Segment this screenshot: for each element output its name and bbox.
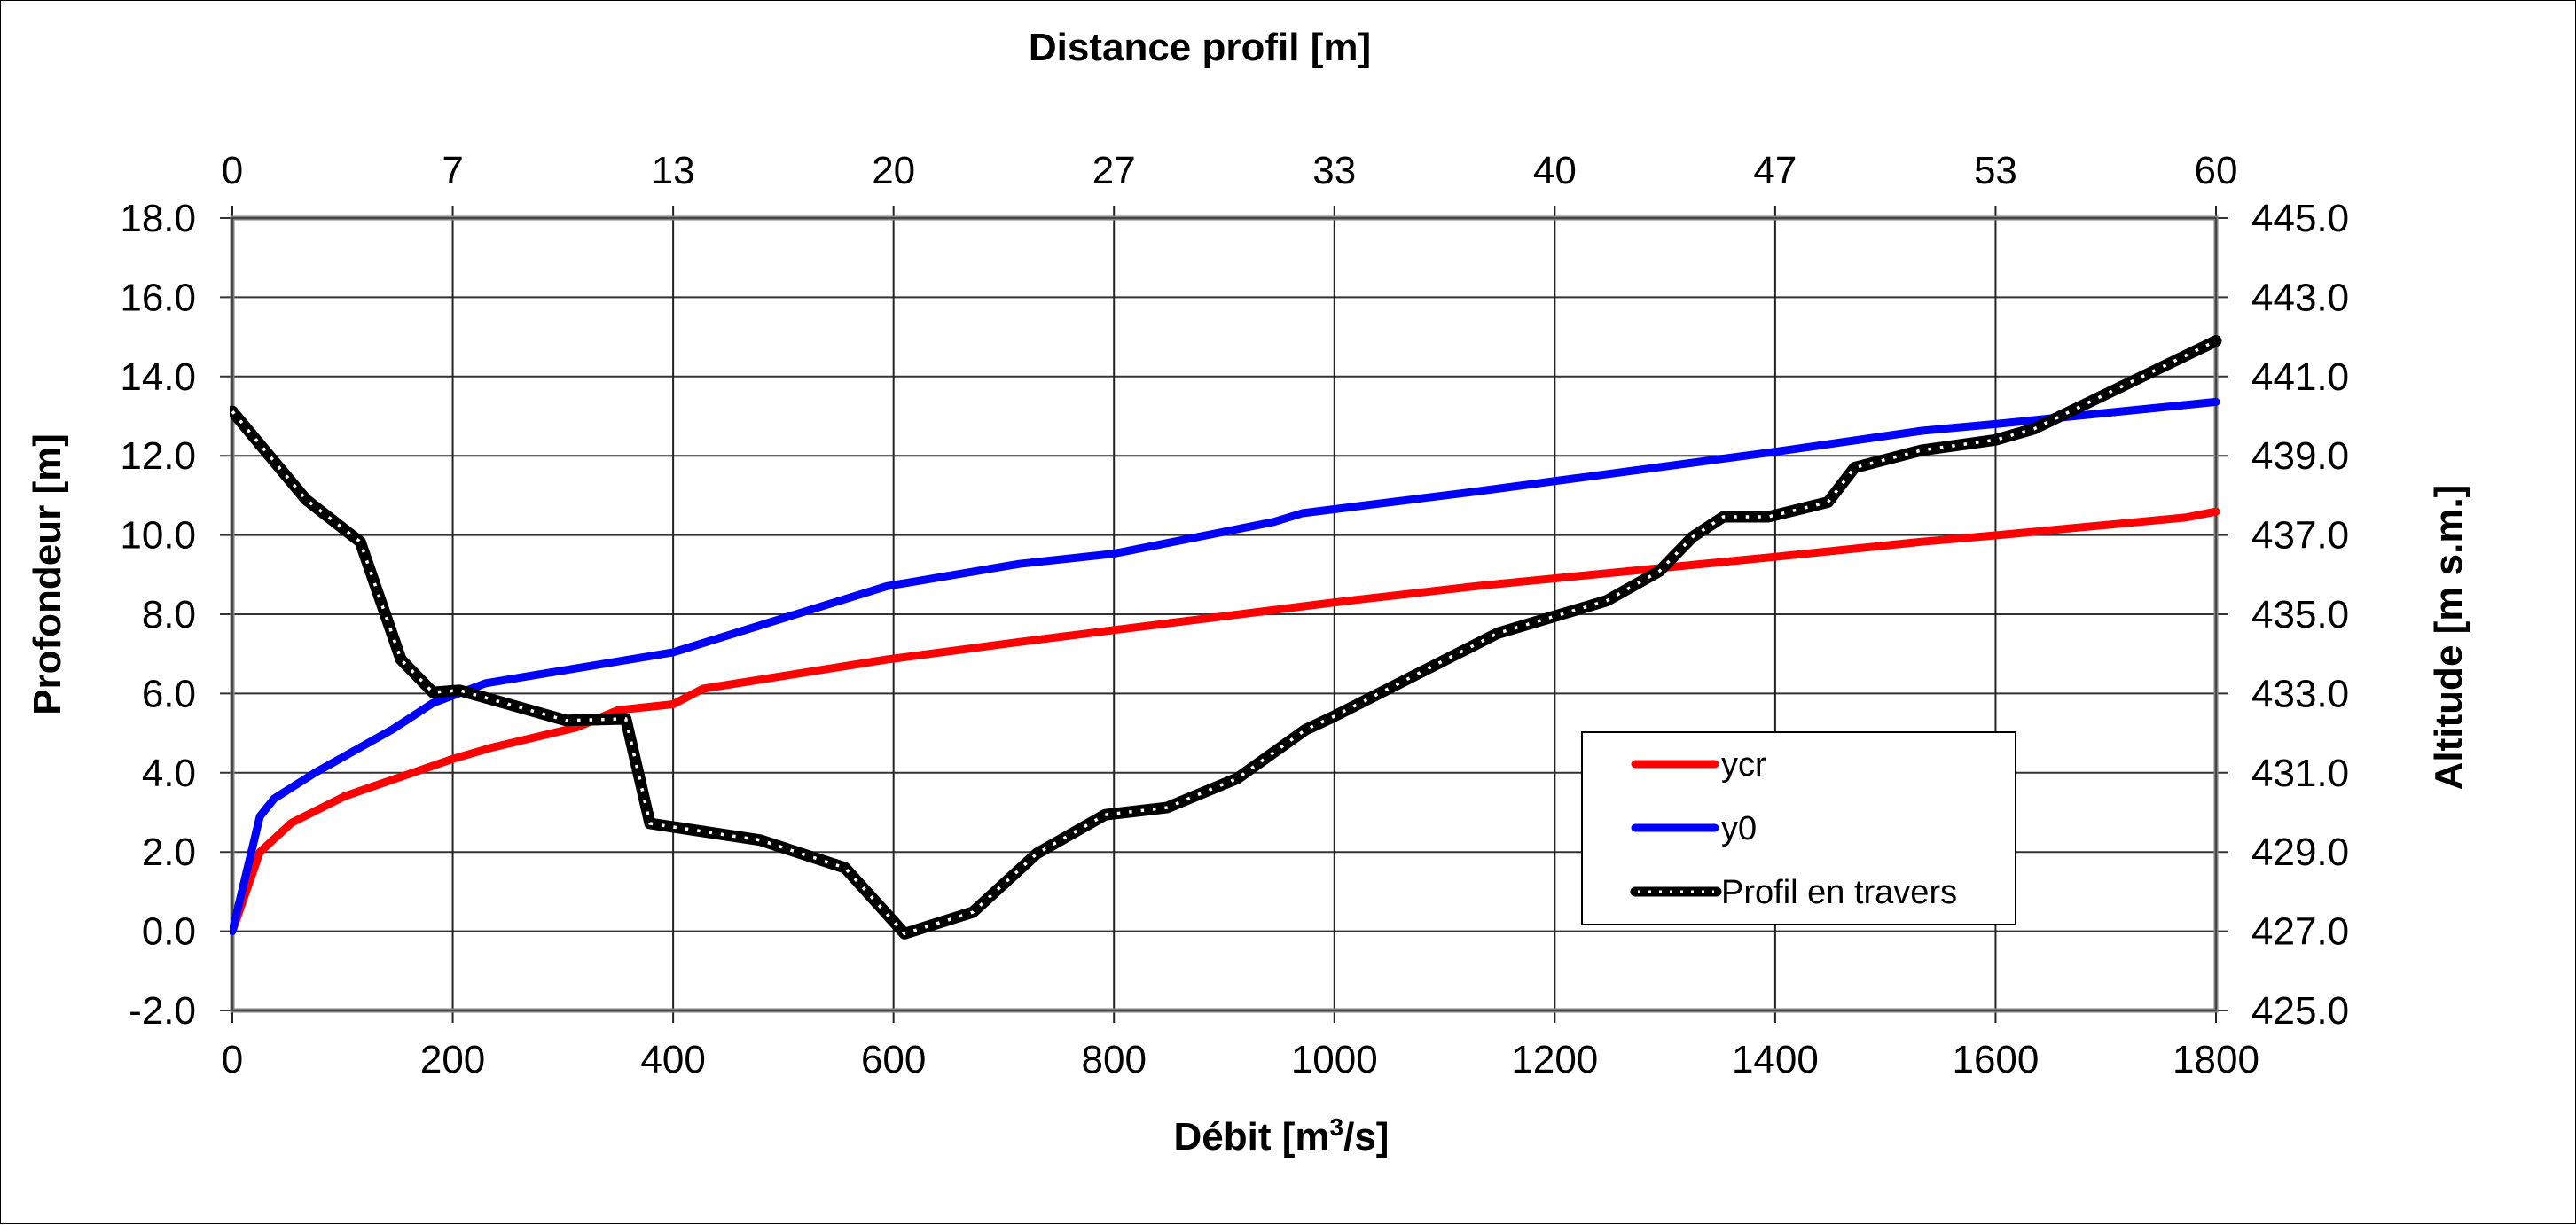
x-tick-label: 1400: [1732, 1038, 1819, 1081]
x-tick-label: 800: [1082, 1038, 1147, 1081]
y-tick-label: 8.0: [142, 593, 196, 636]
y2-tick-label: 445.0: [2251, 197, 2349, 240]
legend-label-profil: Profil en travers: [1721, 874, 1957, 911]
y2-tick-label: 433.0: [2251, 672, 2349, 715]
y-tick-label: 18.0: [120, 197, 196, 240]
y-tick-label: 6.0: [142, 672, 196, 715]
x2-tick-label: 40: [1533, 149, 1577, 192]
x-tick-label: 0: [222, 1038, 243, 1081]
x-tick-label: 600: [861, 1038, 926, 1081]
x2-tick-label: 13: [652, 149, 695, 192]
y-tick-label: 2.0: [142, 831, 196, 874]
y2-tick-label: 439.0: [2251, 434, 2349, 478]
x2-tick-label: 47: [1753, 149, 1797, 192]
y-tick-label: 16.0: [120, 276, 196, 319]
legend-label-y0: y0: [1721, 810, 1757, 847]
x-axis-title-main: Débit [m: [1174, 1115, 1330, 1159]
y-tick-label: 10.0: [120, 514, 196, 558]
x-axis-title: Débit [m3/s]: [1174, 1113, 1390, 1159]
x2-tick-label: 7: [442, 149, 463, 192]
x-tick-label: 1600: [1952, 1038, 2039, 1081]
x-tick-label: 200: [420, 1038, 485, 1081]
y2-tick-label: 427.0: [2251, 910, 2349, 954]
x2-tick-label: 60: [2195, 149, 2238, 192]
y2-tick-label: 435.0: [2251, 593, 2349, 636]
y2-tick-label: 429.0: [2251, 831, 2349, 874]
x2-tick-label: 20: [872, 149, 915, 192]
y2-tick-label: 431.0: [2251, 752, 2349, 795]
x-axis-title-end: /s]: [1343, 1115, 1389, 1159]
legend-label-ycr: ycr: [1721, 746, 1766, 784]
y-axis-title: Profondeur [m]: [26, 433, 69, 715]
x-tick-label: 400: [640, 1038, 705, 1081]
y-tick-label: -2.0: [129, 989, 196, 1033]
y2-tick-label: 425.0: [2251, 989, 2349, 1033]
y2-tick-label: 437.0: [2251, 514, 2349, 558]
y2-tick-label: 441.0: [2251, 355, 2349, 399]
y2-tick-label: 443.0: [2251, 276, 2349, 319]
x2-tick-label: 33: [1312, 149, 1356, 192]
x2-axis-title: Distance profil [m]: [1029, 26, 1371, 69]
y2-axis-title: Altitude [m s.m.]: [2427, 485, 2470, 791]
y-tick-label: 4.0: [142, 752, 196, 795]
x2-tick-label: 53: [1974, 149, 2017, 192]
legend: ycr y0 Profil en travers: [1582, 732, 2016, 925]
y-tick-label: 0.0: [142, 910, 196, 954]
x2-tick-label: 27: [1092, 149, 1136, 192]
x-axis-title-sup: 3: [1330, 1113, 1344, 1141]
x2-tick-label: 0: [222, 149, 243, 192]
y-tick-label: 12.0: [120, 434, 196, 478]
y-tick-label: 14.0: [120, 355, 196, 399]
x-tick-label: 1000: [1291, 1038, 1378, 1081]
x-tick-label: 1200: [1511, 1038, 1598, 1081]
x-tick-label: 1800: [2173, 1038, 2259, 1081]
